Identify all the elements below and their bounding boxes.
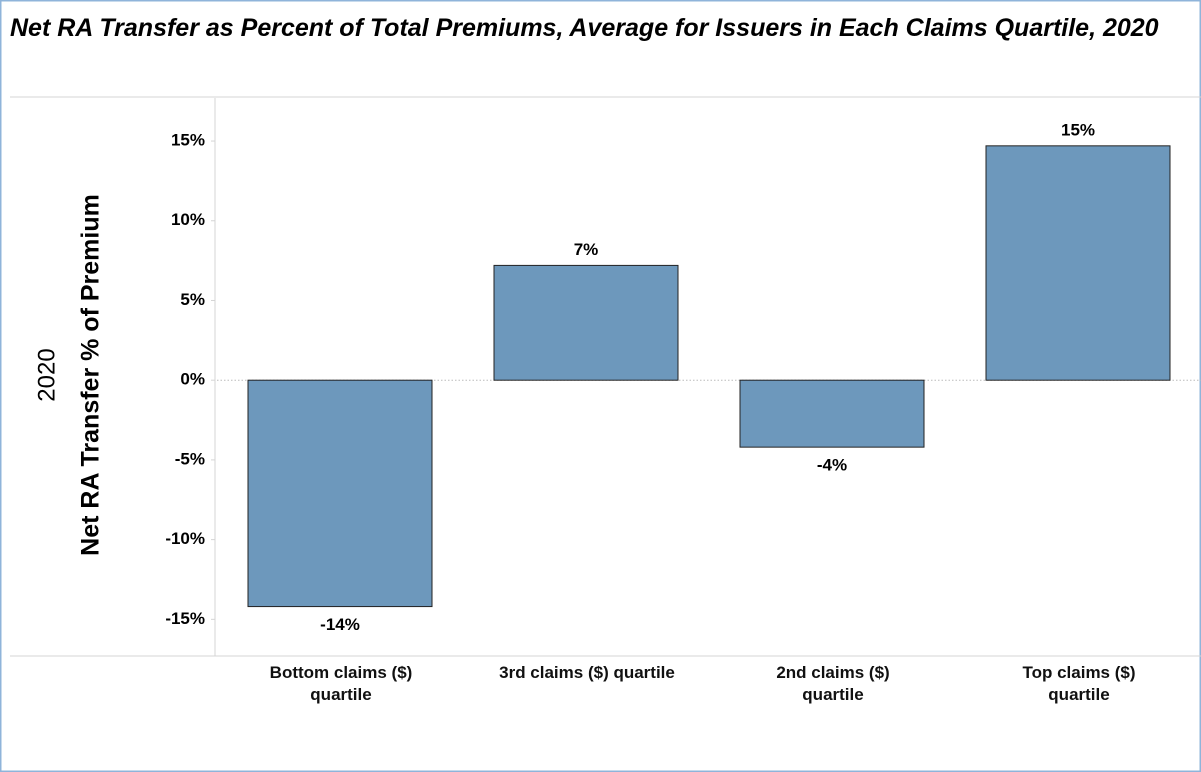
y-tick-label: -10% (165, 529, 205, 548)
bar (247, 379, 433, 608)
y-tick-label: 10% (171, 210, 205, 229)
x-tick-label: 2nd claims ($) quartile (776, 663, 890, 704)
y-axis-label: Net RA Transfer % of Premium (77, 194, 105, 556)
value-label: 7% (574, 240, 599, 259)
y-tick-label: -5% (175, 449, 205, 468)
x-tick-label: Bottom claims ($) quartile (269, 663, 413, 704)
bar (493, 264, 679, 381)
value-label: 15% (1061, 120, 1095, 139)
y-tick-label: 15% (171, 131, 205, 150)
chart-title: Net RA Transfer as Percent of Total Prem… (10, 14, 1159, 42)
title-box: Net RA Transfer as Percent of Total Prem… (10, 14, 1159, 42)
x-tick-label: Top claims ($) quartile (1022, 663, 1136, 704)
x-tick-label: 3rd claims ($) quartile (499, 663, 675, 682)
y-tick-label: 0% (180, 370, 205, 389)
y-axis-label-top: 2020 (33, 348, 60, 401)
bar (739, 379, 925, 448)
y-tick-label: 5% (180, 290, 205, 309)
y-tick-label: -15% (165, 609, 205, 628)
bar (985, 145, 1171, 381)
value-label: -14% (320, 615, 360, 634)
value-label: -4% (817, 456, 847, 475)
